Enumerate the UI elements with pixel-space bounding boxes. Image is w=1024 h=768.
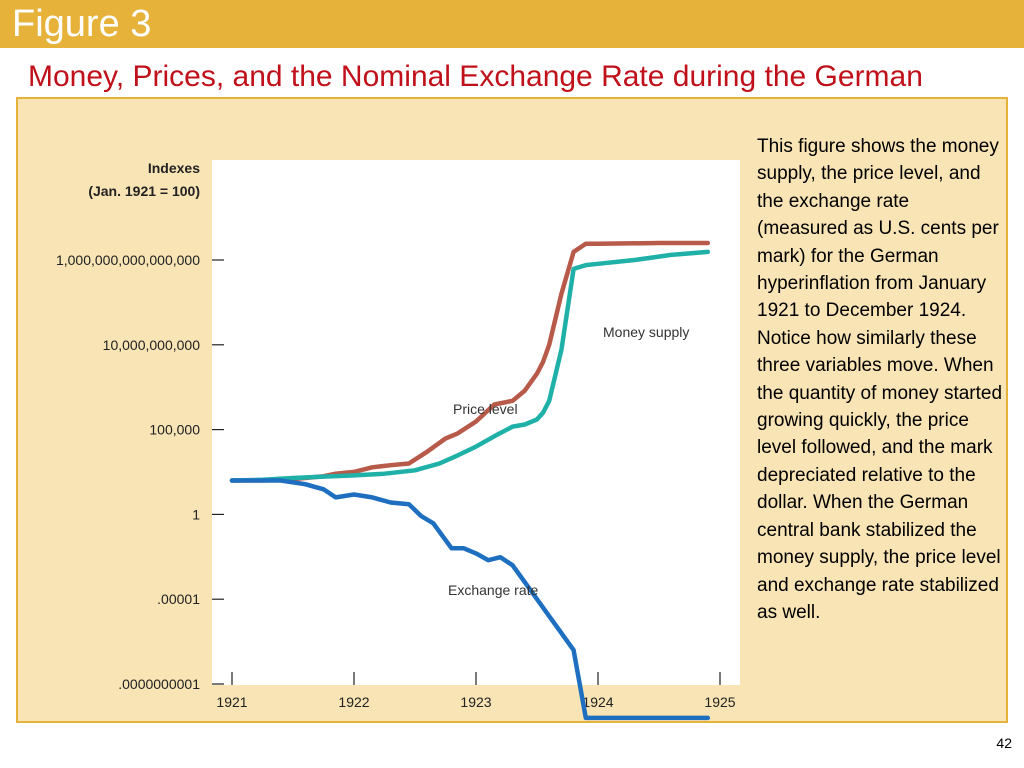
y-tick-label-2: 1 <box>192 506 200 522</box>
series-annotations: Money supply Price level Exchange rate <box>448 324 689 598</box>
axes: .0000000001 .00001 1 100,000 10,000,000,000 1… <box>56 252 736 710</box>
price-level-line <box>229 240 711 483</box>
y-axis-title-line-2: (Jan. 1921 = 100) <box>88 183 200 199</box>
x-tick-label-2: 1923 <box>460 694 491 710</box>
y-tick-label-0: .0000000001 <box>118 676 200 692</box>
exchange-rate-line <box>229 478 711 721</box>
figure-description: This figure shows the money supply, the … <box>757 136 1003 623</box>
series-lines <box>229 240 711 721</box>
header-bar: Figure 3 <box>0 0 1024 48</box>
x-tick-label-4: 1925 <box>704 694 735 710</box>
x-tick-label-3: 1924 <box>582 694 613 710</box>
exchange-rate-label: Exchange rate <box>448 582 538 598</box>
figure-label: Figure 3 <box>12 3 152 45</box>
y-tick-label-4: 10,000,000,000 <box>103 337 201 353</box>
y-tick-label-1: .00001 <box>157 591 200 607</box>
x-tick-label-0: 1921 <box>216 694 247 710</box>
price-level-label: Price level <box>453 401 518 417</box>
x-tick-label-1: 1922 <box>338 694 369 710</box>
money-supply-label: Money supply <box>603 324 689 340</box>
y-tick-label-5: 1,000,000,000,000,000 <box>56 252 200 268</box>
page-number: 42 <box>996 735 1012 751</box>
y-tick-label-3: 100,000 <box>149 422 200 438</box>
axis-labels: Indexes (Jan. 1921 = 100) <box>88 160 200 199</box>
money-supply-line <box>229 249 711 483</box>
y-axis-title-line-1: Indexes <box>148 160 200 176</box>
